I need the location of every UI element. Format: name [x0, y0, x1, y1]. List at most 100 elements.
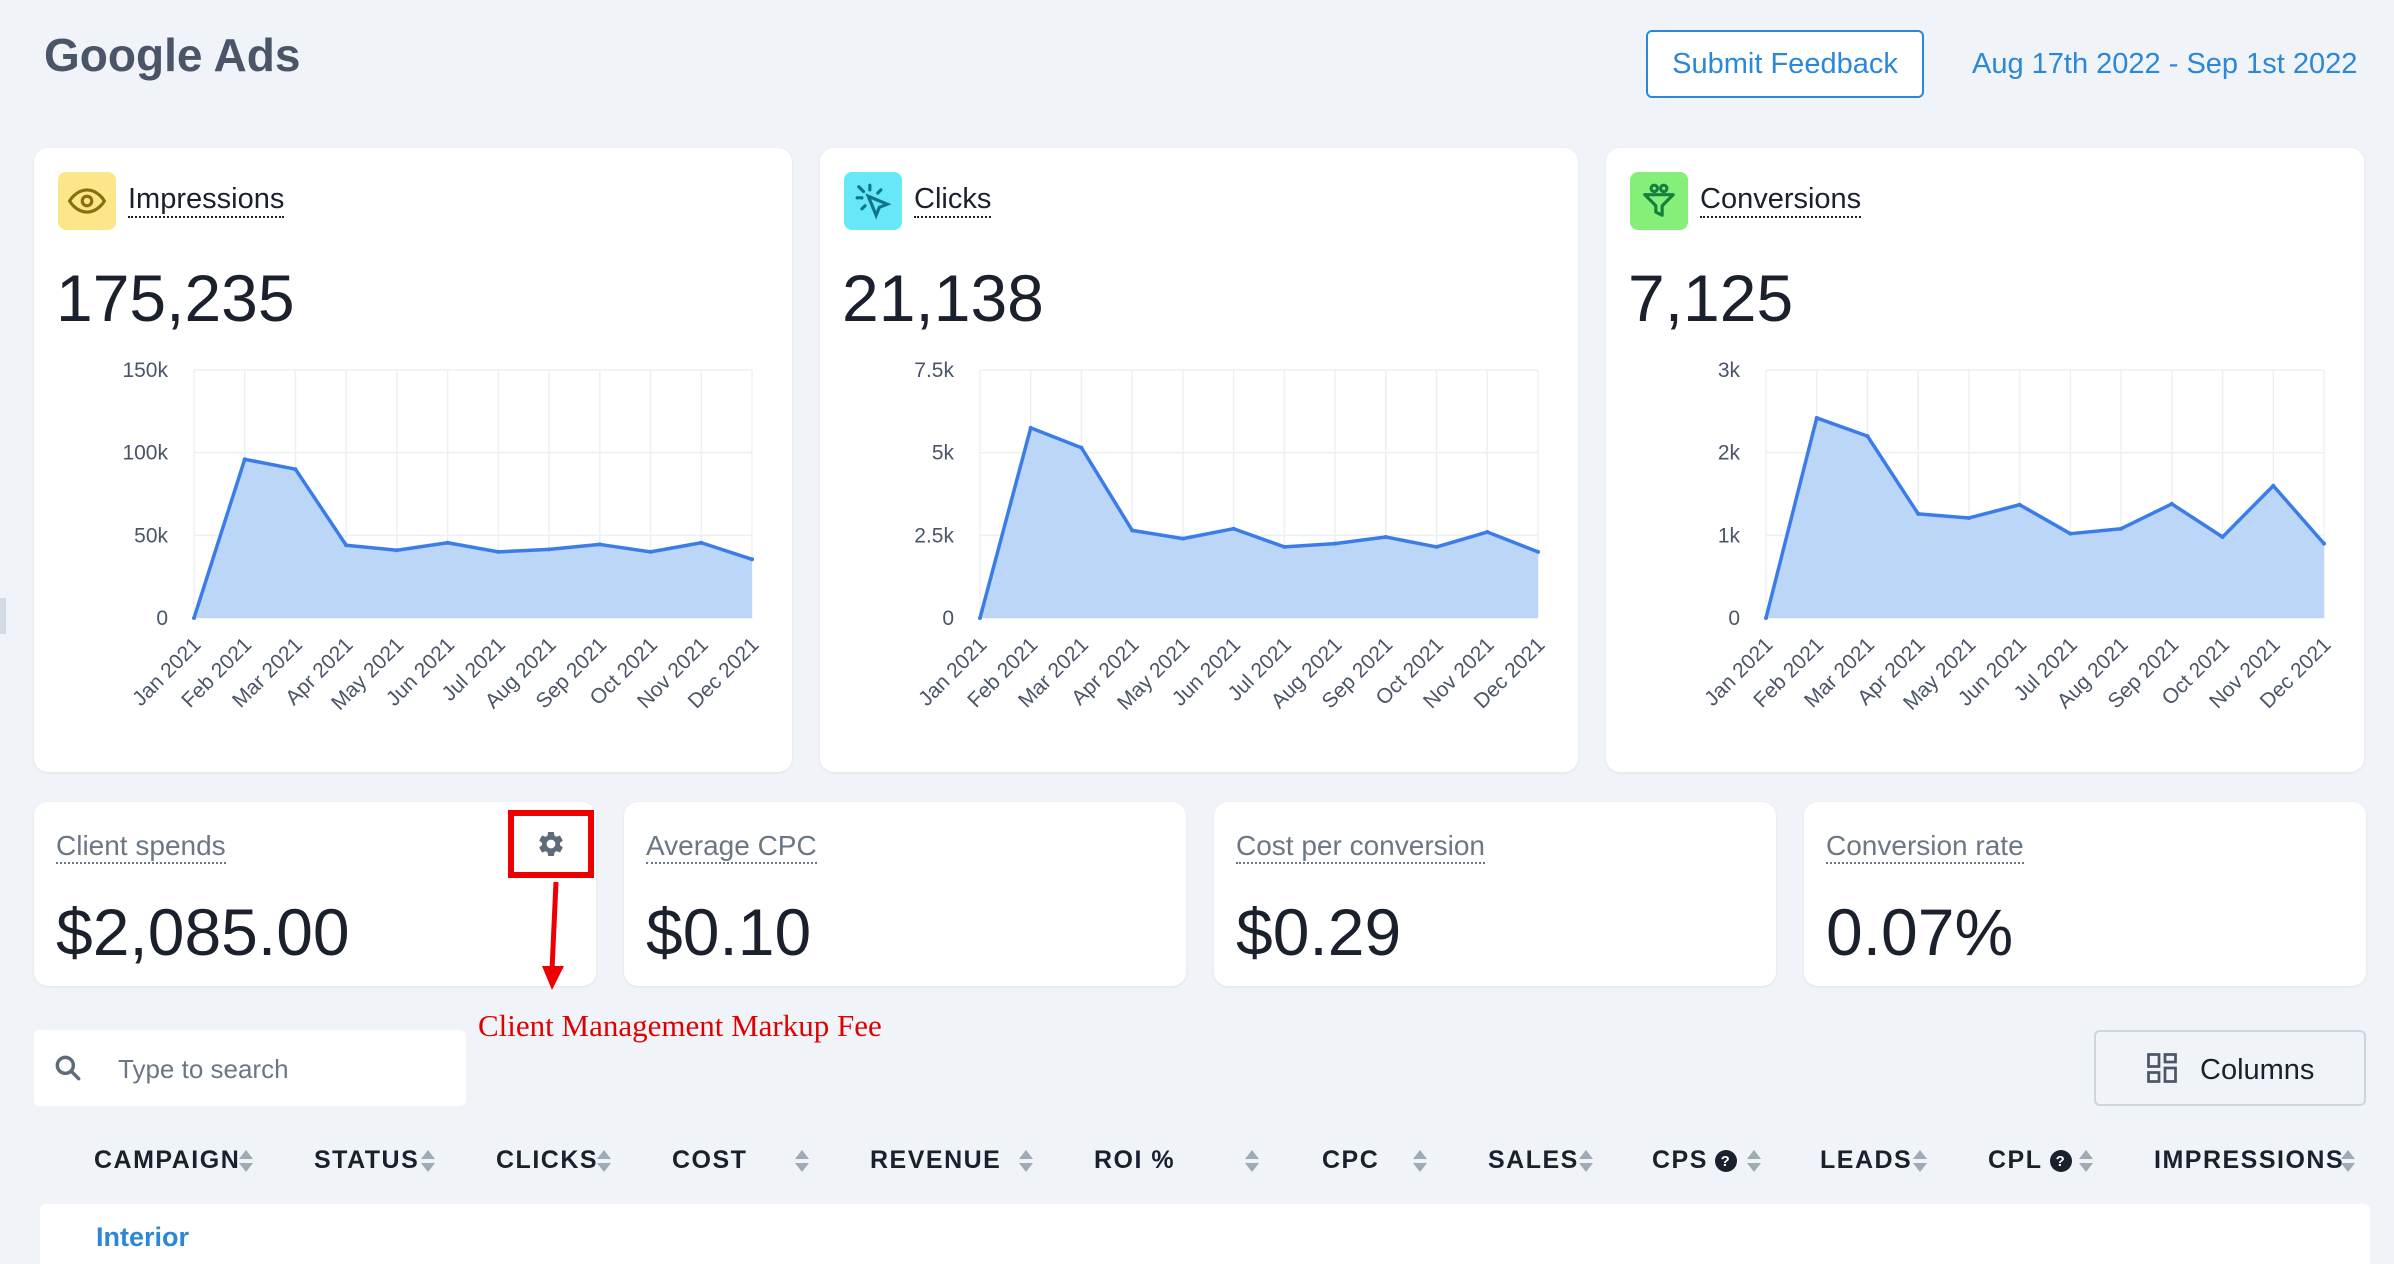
data-point — [699, 540, 704, 545]
impressions-label[interactable]: Impressions — [128, 182, 285, 218]
help-icon[interactable]: ? — [2049, 1149, 2073, 1173]
data-point — [1536, 549, 1540, 554]
sort-icon[interactable] — [2340, 1148, 2356, 1174]
data-point — [242, 457, 247, 462]
data-point — [2322, 541, 2326, 546]
data-point — [1966, 515, 1971, 520]
y-tick-label: 5k — [932, 442, 955, 465]
data-point — [293, 467, 298, 472]
sort-icon[interactable] — [596, 1148, 612, 1174]
cost-per-conversion-label[interactable]: Cost per conversion — [1236, 830, 1486, 864]
funnel-icon — [1630, 172, 1688, 230]
table-row: Interior — [40, 1204, 2370, 1264]
sort-icon[interactable] — [2078, 1148, 2094, 1174]
col-cpl-label: CPL — [1988, 1146, 2043, 1174]
data-point — [1865, 434, 1870, 439]
data-point — [2220, 534, 2225, 539]
col-impressions[interactable]: IMPRESSIONS — [2154, 1146, 2345, 1174]
col-sales[interactable]: SALES — [1488, 1146, 1579, 1174]
sort-icon[interactable] — [1578, 1148, 1594, 1174]
data-point — [1079, 445, 1084, 450]
help-icon[interactable]: ? — [1714, 1149, 1738, 1173]
data-point — [1130, 528, 1135, 533]
y-tick-label: 0 — [156, 607, 168, 630]
data-point — [344, 543, 349, 548]
col-clicks[interactable]: CLICKS — [496, 1146, 599, 1174]
sort-icon[interactable] — [1244, 1148, 1260, 1174]
data-point — [394, 548, 399, 553]
submit-feedback-button[interactable]: Submit Feedback — [1646, 30, 1924, 98]
client-spends-label[interactable]: Client spends — [56, 830, 226, 864]
gear-icon — [539, 831, 563, 857]
cost-per-conversion-value: $0.29 — [1236, 895, 1402, 969]
y-tick-label: 2.5k — [914, 524, 954, 547]
average-cpc-label[interactable]: Average CPC — [646, 830, 817, 864]
col-cpl[interactable]: CPL? — [1988, 1146, 2073, 1175]
col-revenue[interactable]: REVENUE — [870, 1146, 1002, 1174]
side-drawer-handle[interactable] — [0, 598, 6, 634]
clicks-label[interactable]: Clicks — [914, 182, 992, 218]
clicks-value: 21,138 — [842, 261, 1044, 335]
average-cpc-card: Average CPC $0.10 — [624, 802, 1186, 986]
sort-icon[interactable] — [1412, 1148, 1428, 1174]
search-input[interactable] — [116, 1048, 450, 1090]
col-campaign[interactable]: CAMPAIGN — [94, 1146, 241, 1174]
col-cps[interactable]: CPS? — [1652, 1146, 1738, 1175]
campaign-link[interactable]: Interior — [96, 1222, 190, 1252]
data-point — [1814, 415, 1819, 420]
data-point — [1434, 544, 1439, 549]
col-cost[interactable]: COST — [672, 1146, 748, 1174]
sort-icon[interactable] — [1912, 1148, 1928, 1174]
data-point — [2271, 483, 2276, 488]
impressions-value: 175,235 — [56, 261, 295, 335]
y-tick-label: 0 — [942, 607, 954, 630]
data-point — [445, 540, 450, 545]
data-point — [2068, 531, 2073, 536]
columns-button[interactable]: Columns — [2094, 1030, 2366, 1106]
search-box — [34, 1030, 466, 1106]
conversion-rate-card: Conversion rate 0.07% — [1804, 802, 2366, 986]
search-icon — [55, 1055, 81, 1081]
sort-icon[interactable] — [420, 1148, 436, 1174]
area-fill — [980, 427, 1538, 618]
sort-icon[interactable] — [794, 1148, 810, 1174]
data-point — [648, 549, 653, 554]
data-point — [1764, 616, 1768, 620]
data-point — [1916, 511, 1921, 516]
series-line — [192, 457, 753, 619]
data-point — [1028, 425, 1033, 430]
y-tick-label: 7.5k — [914, 359, 954, 382]
data-point — [1383, 534, 1388, 539]
data-point — [1333, 541, 1338, 546]
average-cpc-value: $0.10 — [646, 895, 812, 969]
col-leads[interactable]: LEADS — [1820, 1146, 1913, 1174]
impressions-card: Impressions 175,235 0 50k 100k 150k Jan 2021… — [34, 148, 792, 772]
y-tick-label: 100k — [122, 442, 168, 465]
col-cpc[interactable]: CPC — [1322, 1146, 1380, 1174]
markup-fee-settings-button[interactable] — [508, 810, 594, 878]
conversion-rate-value: 0.07% — [1826, 895, 2014, 969]
data-point — [547, 547, 552, 552]
conversion-rate-label[interactable]: Conversion rate — [1826, 830, 2024, 864]
data-point — [1180, 536, 1185, 541]
client-spends-card: Client spends $2,085.00 — [34, 802, 596, 986]
series-line — [1764, 416, 2326, 619]
col-roi[interactable]: ROI % — [1094, 1146, 1176, 1174]
sort-icon[interactable] — [238, 1148, 254, 1174]
columns-icon — [2147, 1053, 2177, 1083]
sort-icon[interactable] — [1746, 1148, 1762, 1174]
conversions-label[interactable]: Conversions — [1700, 182, 1862, 218]
annotation-text: Client Management Markup Fee — [478, 1008, 882, 1043]
sort-icon[interactable] — [1018, 1148, 1034, 1174]
data-point — [2169, 501, 2174, 506]
data-point — [750, 557, 754, 562]
col-status[interactable]: STATUS — [314, 1146, 420, 1174]
area-fill — [1766, 417, 2324, 618]
y-tick-label: 50k — [134, 524, 168, 547]
date-range-picker[interactable]: Aug 17th 2022 - Sep 1st 2022 — [1972, 48, 2358, 80]
data-point — [2017, 502, 2022, 507]
